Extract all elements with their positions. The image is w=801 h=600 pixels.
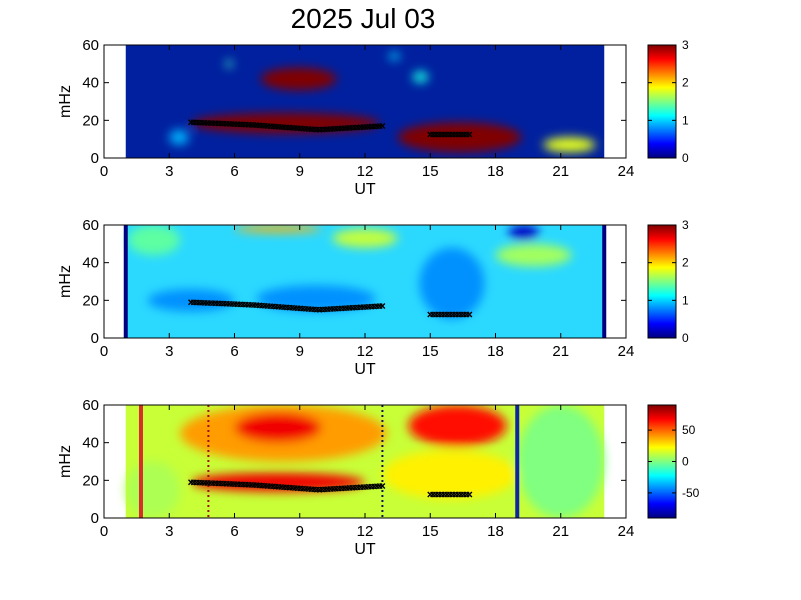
x-tick-label: 18 <box>487 163 504 180</box>
x-tick-label: 18 <box>487 343 504 360</box>
track-point <box>379 482 386 489</box>
x-tick-label: 15 <box>422 163 439 180</box>
figure-title: 2025 Jul 03 <box>291 3 436 34</box>
y-tick-label: 20 <box>82 472 99 489</box>
x-axis-label: UT <box>354 181 376 198</box>
y-tick-label: 40 <box>82 255 99 272</box>
power-blob <box>382 450 518 500</box>
power-blob <box>234 412 322 443</box>
power-blob <box>169 129 189 145</box>
colorbar-tick-label: 0 <box>682 331 689 345</box>
y-tick-label: 40 <box>82 75 99 92</box>
y-tick-label: 20 <box>82 112 99 129</box>
colorbar-tick-label: 1 <box>682 293 689 307</box>
x-tick-label: 15 <box>422 343 439 360</box>
colorbar-tick-label: 0 <box>682 455 689 469</box>
spectrogram-background <box>125 45 605 158</box>
x-tick-label: 9 <box>296 343 304 360</box>
x-tick-label: 12 <box>357 523 374 540</box>
x-tick-label: 21 <box>552 343 569 360</box>
y-tick-label: 60 <box>82 217 99 234</box>
data-layer <box>125 405 605 518</box>
x-tick-label: 0 <box>100 343 108 360</box>
x-tick-label: 3 <box>165 163 173 180</box>
x-tick-label: 12 <box>357 163 374 180</box>
blob-group <box>125 405 605 518</box>
x-tick-label: 6 <box>230 343 238 360</box>
y-tick-label: 0 <box>91 150 99 167</box>
colorbar <box>647 44 677 159</box>
power-blob <box>517 405 605 518</box>
colorbar <box>647 224 677 339</box>
y-tick-label: 40 <box>82 435 99 452</box>
y-tick-label: 60 <box>82 397 99 414</box>
power-blob <box>332 228 398 248</box>
track-point <box>466 131 473 138</box>
x-tick-label: 12 <box>357 343 374 360</box>
power-blob <box>234 225 322 233</box>
colorbar-tick-label: 1 <box>682 113 689 127</box>
y-axis-label: mHz <box>57 85 74 118</box>
power-blob <box>125 461 181 518</box>
x-tick-label: 9 <box>296 523 304 540</box>
colorbar <box>647 404 677 519</box>
colorbar-tick-label: 50 <box>682 423 696 437</box>
power-blob <box>508 225 539 241</box>
x-tick-label: 9 <box>296 163 304 180</box>
colorbar-tick-label: -50 <box>682 486 700 500</box>
y-tick-label: 20 <box>82 292 99 309</box>
x-tick-label: 24 <box>618 343 635 360</box>
x-tick-label: 3 <box>165 523 173 540</box>
x-tick-label: 6 <box>230 523 238 540</box>
x-tick-label: 24 <box>618 163 635 180</box>
power-blob <box>408 405 507 447</box>
x-tick-label: 3 <box>165 343 173 360</box>
x-tick-label: 18 <box>487 523 504 540</box>
y-axis-label: mHz <box>57 265 74 298</box>
colorbar-tick-label: 2 <box>682 256 689 270</box>
x-tick-label: 0 <box>100 523 108 540</box>
y-tick-label: 60 <box>82 37 99 54</box>
colorbar-tick-label: 3 <box>682 38 689 52</box>
power-blob <box>225 60 233 68</box>
colorbar-tick-label: 2 <box>682 76 689 90</box>
power-blob <box>260 67 337 91</box>
y-axis-label: mHz <box>57 445 74 478</box>
track-point <box>379 122 386 129</box>
x-tick-label: 15 <box>422 523 439 540</box>
colorbar-tick-label: 0 <box>682 151 689 165</box>
power-blob <box>495 243 572 267</box>
power-blob <box>543 137 596 153</box>
power-blob <box>412 71 429 83</box>
track-point <box>466 491 473 498</box>
x-axis-label: UT <box>354 541 376 558</box>
x-tick-label: 21 <box>552 523 569 540</box>
y-tick-label: 0 <box>91 510 99 527</box>
x-tick-label: 6 <box>230 163 238 180</box>
colorbar-tick-label: 3 <box>682 218 689 232</box>
data-layer <box>123 225 607 338</box>
track-point <box>379 302 386 309</box>
track-point <box>466 311 473 318</box>
power-blob <box>397 122 522 153</box>
power-blob <box>127 225 181 256</box>
panel-3: 0 3 6 9 12 15 18 21 24 0 20 40 60 UT mHz -50 0 50 <box>57 397 700 558</box>
x-tick-label: 0 <box>100 163 108 180</box>
power-blob <box>388 52 400 61</box>
y-tick-label: 0 <box>91 330 99 347</box>
data-layer <box>125 45 605 158</box>
x-axis-label: UT <box>354 361 376 378</box>
blob-group <box>169 52 596 153</box>
x-tick-label: 21 <box>552 163 569 180</box>
power-blob <box>419 247 485 320</box>
x-tick-label: 24 <box>618 523 635 540</box>
